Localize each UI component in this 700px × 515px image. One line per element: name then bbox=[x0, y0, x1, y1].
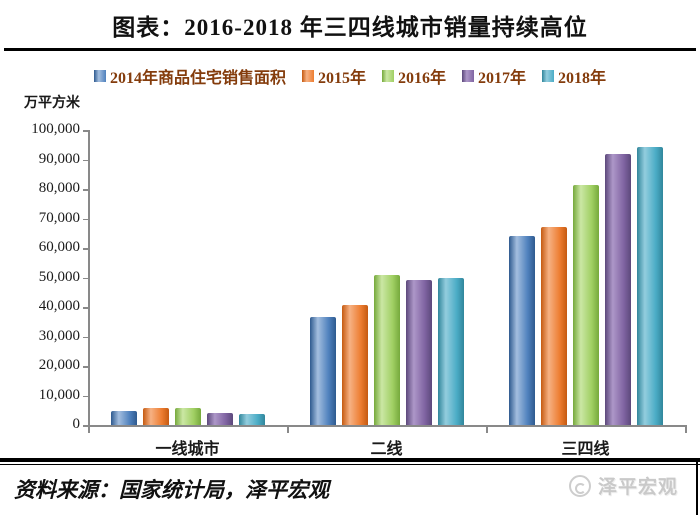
x-axis-tick-mark bbox=[88, 427, 90, 433]
y-axis-tick-mark bbox=[83, 395, 88, 397]
y-axis-tick-label: 30,000 bbox=[38, 327, 80, 344]
watermark: 泽平宏观 bbox=[568, 472, 678, 499]
y-axis-tick-mark bbox=[83, 307, 88, 309]
x-axis-category-label: 二线 bbox=[370, 441, 403, 458]
legend-label: 2017年 bbox=[478, 70, 527, 87]
bar-2014-二线 bbox=[309, 317, 336, 425]
y-axis-tick-label: 0 bbox=[72, 416, 81, 432]
legend-label: 2014年商品住宅销售面积 bbox=[109, 70, 286, 87]
y-axis-tick-label: 40,000 bbox=[38, 298, 80, 314]
bottom-divider-thick bbox=[0, 458, 700, 462]
chart-area: 万平方米 0 10,000 20,000 30,000 40,000 50,000 60,0… bbox=[0, 90, 700, 458]
legend-item-2017: 2017年 bbox=[462, 64, 526, 88]
y-axis-tick-mark bbox=[83, 336, 88, 338]
y-axis-tick-mark bbox=[83, 218, 88, 220]
legend-item-2015: 2015年 bbox=[301, 64, 366, 88]
plot-area bbox=[88, 130, 687, 427]
y-axis-unit-label: 万平方米 bbox=[24, 96, 80, 111]
watermark-logo-icon bbox=[568, 474, 591, 497]
chart-page: { "title": "图表：2016-2018 年三四线城市销量持续高位", … bbox=[0, 8, 700, 515]
legend-label: 2015年 bbox=[317, 70, 366, 87]
x-axis-category-label: 一线城市 bbox=[155, 441, 220, 458]
bar-2015-一线城市 bbox=[142, 408, 169, 425]
source-text: 资料来源：国家统计局，泽平宏观 bbox=[14, 478, 329, 502]
bar-group-三四线 bbox=[486, 147, 685, 425]
y-axis-tick-label: 60,000 bbox=[38, 239, 80, 255]
y-axis-tick-label: 80,000 bbox=[38, 180, 80, 196]
x-axis-category-label: 三四线 bbox=[561, 441, 610, 458]
bar-2017-二线 bbox=[405, 280, 432, 425]
y-axis-tick-label: 20,000 bbox=[38, 357, 80, 373]
bar-2018-二线 bbox=[437, 278, 464, 425]
y-axis-tick-mark bbox=[83, 366, 88, 368]
y-axis-tick-label: 70,000 bbox=[38, 209, 80, 226]
bar-2015-三四线 bbox=[540, 227, 567, 425]
legend-swatch-icon bbox=[542, 70, 555, 82]
y-axis-tick-mark bbox=[83, 159, 88, 161]
bar-group-二线 bbox=[287, 275, 486, 425]
bar-2018-一线城市 bbox=[238, 414, 265, 425]
bar-2016-一线城市 bbox=[174, 408, 201, 425]
bar-group-一线城市 bbox=[88, 408, 287, 425]
bar-2016-二线 bbox=[373, 275, 400, 425]
legend-item-2014: 2014年商品住宅销售面积 bbox=[93, 64, 286, 88]
legend-swatch-icon bbox=[462, 70, 474, 82]
legend-swatch-icon bbox=[93, 70, 106, 82]
bar-2018-三四线 bbox=[636, 147, 663, 425]
y-axis-tick-mark bbox=[83, 189, 88, 191]
bottom-divider-thin bbox=[0, 464, 700, 465]
y-axis-tick-label: 90,000 bbox=[38, 150, 80, 167]
bar-2017-一线城市 bbox=[206, 413, 233, 425]
legend-label: 2018年 bbox=[558, 70, 607, 87]
chart-legend: 2014年商品住宅销售面积 2015年 2016年 2017年 2018年 bbox=[0, 64, 700, 88]
bar-2014-三四线 bbox=[508, 236, 535, 425]
x-axis-tick-mark bbox=[287, 427, 289, 433]
y-axis-tick-mark bbox=[83, 248, 88, 250]
legend-item-2016: 2016年 bbox=[381, 64, 446, 88]
right-edge-border bbox=[696, 458, 698, 515]
bar-2016-三四线 bbox=[572, 185, 599, 425]
bar-2017-三四线 bbox=[604, 154, 631, 425]
y-axis-tick-mark bbox=[83, 130, 88, 132]
y-axis-tick-label: 100,000 bbox=[31, 121, 80, 137]
watermark-text: 泽平宏观 bbox=[597, 477, 678, 498]
x-axis-tick-mark bbox=[685, 427, 687, 433]
bar-2014-一线城市 bbox=[110, 411, 137, 425]
legend-swatch-icon bbox=[301, 70, 314, 82]
y-axis-tick-mark bbox=[83, 277, 88, 279]
bar-2015-二线 bbox=[341, 305, 368, 425]
title-divider-rule bbox=[4, 48, 696, 51]
y-axis-tick-label: 50,000 bbox=[38, 268, 80, 285]
y-axis-tick-label: 10,000 bbox=[38, 386, 80, 403]
legend-swatch-icon bbox=[381, 70, 394, 82]
legend-item-2018: 2018年 bbox=[542, 64, 606, 88]
legend-label: 2016年 bbox=[397, 70, 446, 87]
y-axis-tick-mark bbox=[83, 425, 88, 427]
page-title: 图表：2016-2018 年三四线城市销量持续高位 bbox=[112, 15, 588, 40]
x-axis-tick-mark bbox=[486, 427, 488, 433]
